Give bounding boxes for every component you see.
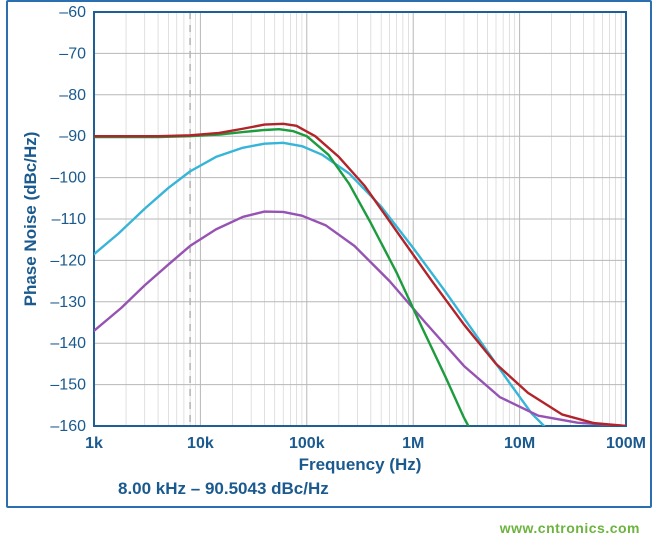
y-tick-label: –100 <box>50 170 86 187</box>
y-axis-label: Phase Noise (dBc/Hz) <box>21 132 40 307</box>
x-tick-label: 10M <box>504 435 535 452</box>
x-tick-label: 1M <box>402 435 424 452</box>
y-tick-label: –80 <box>59 87 86 104</box>
x-axis-label: Frequency (Hz) <box>299 455 422 474</box>
phase-noise-chart: –60 –70 –80 –90 –100 –110 –120 –130 –140 –150 –160… <box>6 0 652 508</box>
x-tick-label: 10k <box>187 435 214 452</box>
x-tick-label: 100k <box>289 435 325 452</box>
y-tick-label: –140 <box>50 335 86 352</box>
y-tick-label: –70 <box>59 45 86 62</box>
y-tick-label: –60 <box>59 4 86 21</box>
y-tick-label: –160 <box>50 418 86 435</box>
x-tick-label: 100M <box>606 435 646 452</box>
y-tick-label: –150 <box>50 377 86 394</box>
y-tick-label: –120 <box>50 252 86 269</box>
x-tick-label: 1k <box>85 435 103 452</box>
figure-wrap: –60 –70 –80 –90 –100 –110 –120 –130 –140 –150 –160… <box>0 0 658 542</box>
source-credit: www.cntronics.com <box>500 520 640 536</box>
cursor-readout: 8.00 kHz – 90.5043 dBc/Hz <box>118 479 329 498</box>
y-tick-label: –130 <box>50 294 86 311</box>
y-tick-label: –90 <box>59 128 86 145</box>
y-tick-label: –110 <box>52 211 87 228</box>
